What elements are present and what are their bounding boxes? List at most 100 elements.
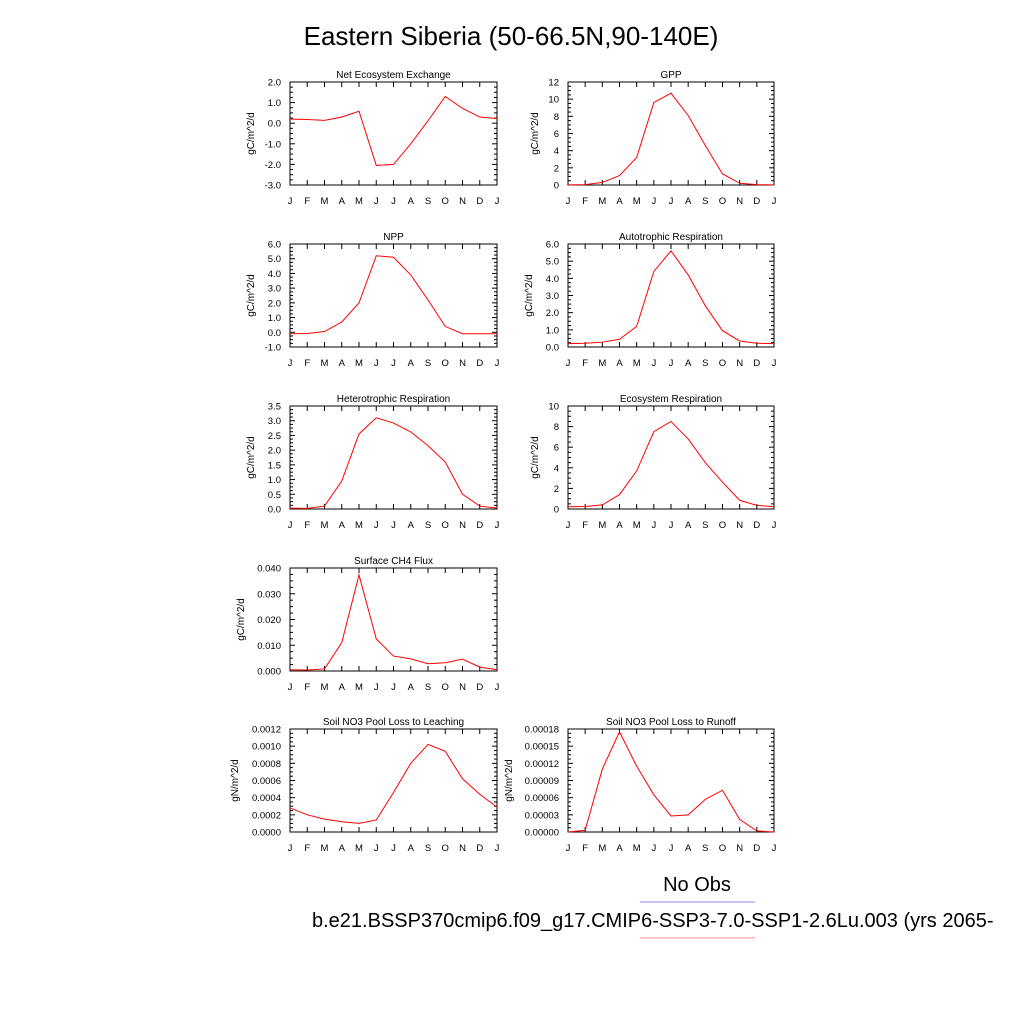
x-tick-label: M (355, 843, 363, 854)
x-tick-label: S (425, 682, 431, 693)
x-tick-label: D (753, 520, 760, 531)
x-tick-label: M (633, 358, 641, 369)
x-tick-label: M (633, 843, 641, 854)
x-tick-label: F (582, 358, 588, 369)
x-tick-label: N (459, 358, 466, 369)
x-tick-label: J (288, 358, 293, 369)
x-tick-label: J (391, 196, 396, 207)
series-line (289, 572, 498, 671)
y-tick-label: 0.0010 (252, 742, 281, 753)
x-tick-label: F (304, 520, 310, 531)
x-tick-label: M (355, 520, 363, 531)
x-tick-label: N (459, 520, 466, 531)
x-tick-label: N (736, 358, 743, 369)
y-tick-label: 5.0 (268, 254, 281, 265)
legend-label-model: b.e21.BSSP370cmip6.f09_g17.CMIP6-SSP3-7.… (312, 910, 994, 932)
x-tick-label: D (753, 358, 760, 369)
x-tick-label: M (321, 196, 329, 207)
x-tick-label: O (442, 843, 449, 854)
x-tick-label: F (304, 682, 310, 693)
plot-frame (289, 405, 498, 510)
x-tick-label: A (408, 196, 415, 207)
x-tick-label: A (616, 358, 623, 369)
y-tick-label: 8 (554, 112, 559, 123)
x-tick-label: S (425, 520, 431, 531)
x-tick-label: J (495, 843, 500, 854)
x-tick-label: D (753, 843, 760, 854)
x-tick-label: N (459, 682, 466, 693)
x-tick-label: J (669, 196, 674, 207)
series-line (567, 250, 775, 345)
x-tick-label: F (304, 843, 310, 854)
y-axis-label: gC/m^2/d (524, 274, 535, 317)
x-tick-label: J (288, 682, 293, 693)
y-tick-label: 4 (554, 146, 559, 157)
x-tick-label: J (669, 520, 674, 531)
x-tick-label: J (651, 358, 656, 369)
y-tick-label: 0.0 (268, 119, 281, 130)
y-tick-label: -1.0 (265, 343, 281, 354)
x-tick-label: F (304, 358, 310, 369)
y-tick-label: 0.00012 (525, 759, 559, 770)
x-tick-label: J (288, 520, 293, 531)
y-tick-label: 3.0 (268, 416, 281, 427)
x-tick-label: J (495, 520, 500, 531)
y-tick-label: 0.00009 (525, 776, 559, 787)
x-tick-label: O (719, 843, 726, 854)
x-tick-label: O (442, 520, 449, 531)
x-tick-label: S (702, 520, 708, 531)
x-tick-label: S (702, 358, 708, 369)
y-tick-label: 6 (554, 129, 559, 140)
x-tick-label: A (685, 358, 692, 369)
y-tick-label: 2 (554, 484, 559, 495)
x-tick-label: J (772, 196, 777, 207)
y-axis-label: gC/m^2/d (530, 436, 541, 479)
x-tick-label: J (391, 358, 396, 369)
series-line (567, 92, 775, 186)
x-tick-label: M (633, 196, 641, 207)
x-tick-label: J (651, 520, 656, 531)
x-tick-label: A (408, 358, 415, 369)
x-tick-label: S (425, 358, 431, 369)
y-tick-label: 0 (554, 181, 559, 192)
y-tick-label: 0.0 (546, 343, 559, 354)
legend: No Obs b.e21.BSSP370cmip6.f09_g17.CMIP6-… (312, 874, 994, 939)
series-line (567, 730, 775, 833)
x-tick-label: F (582, 196, 588, 207)
x-tick-label: O (719, 196, 726, 207)
panel-title: Heterotrophic Respiration (337, 394, 450, 405)
x-tick-label: J (391, 843, 396, 854)
y-tick-label: 0.040 (257, 564, 281, 575)
x-tick-label: A (408, 843, 415, 854)
series-line (567, 420, 775, 508)
y-tick-label: 0.0 (268, 505, 281, 516)
x-tick-label: A (408, 520, 415, 531)
x-tick-label: M (633, 520, 641, 531)
panel-title: Soil NO3 Pool Loss to Leaching (323, 717, 464, 728)
x-tick-label: J (495, 358, 500, 369)
y-tick-label: 0.020 (257, 615, 281, 626)
y-tick-label: 6 (554, 443, 559, 454)
x-tick-label: J (374, 843, 379, 854)
x-tick-label: A (339, 682, 346, 693)
x-tick-label: A (685, 520, 692, 531)
y-tick-label: 10 (548, 402, 559, 413)
x-tick-label: J (669, 843, 674, 854)
y-tick-label: 6.0 (268, 240, 281, 251)
y-tick-label: 0.0 (268, 328, 281, 339)
x-tick-label: O (442, 358, 449, 369)
x-tick-label: J (374, 520, 379, 531)
x-tick-label: D (476, 358, 483, 369)
y-tick-label: 0.0008 (252, 759, 281, 770)
y-tick-label: 2.0 (546, 308, 559, 319)
y-tick-label: 0.00018 (525, 725, 559, 736)
panel-title: Soil NO3 Pool Loss to Runoff (606, 717, 736, 728)
y-tick-label: 12 (548, 78, 559, 89)
y-axis-label: gC/m^2/d (530, 112, 541, 155)
y-tick-label: 2.0 (268, 78, 281, 89)
y-axis-label: gC/m^2/d (236, 598, 247, 641)
